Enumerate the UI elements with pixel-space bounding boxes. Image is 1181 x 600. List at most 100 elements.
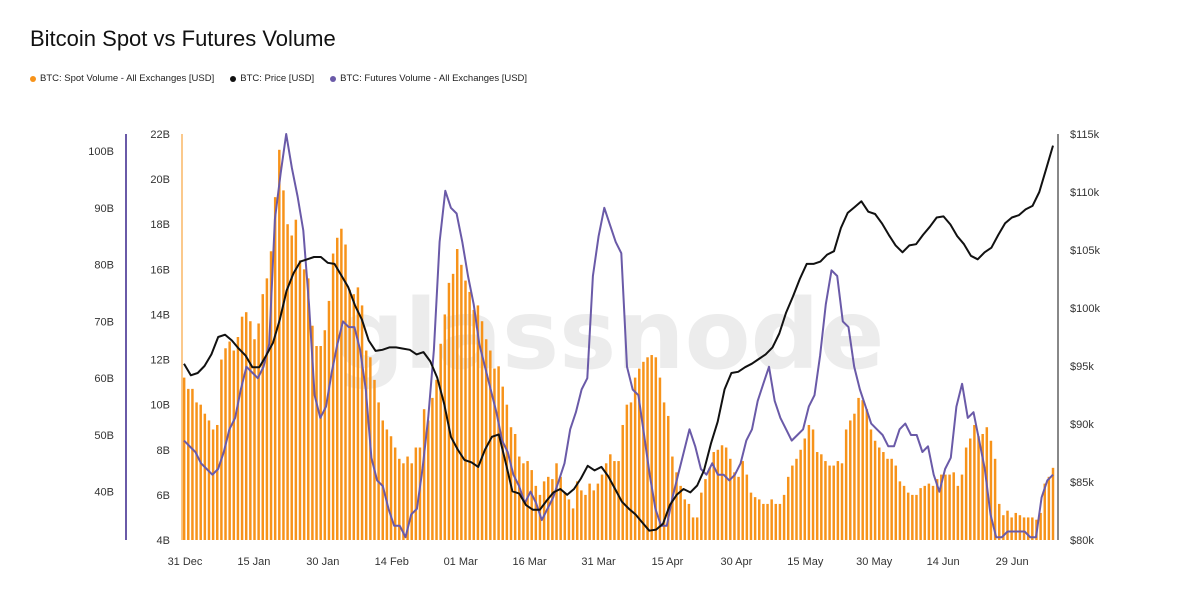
spot-bar	[393, 447, 397, 540]
spot-bar	[571, 508, 575, 540]
spot-bar	[911, 494, 914, 540]
spot-bar	[381, 420, 384, 540]
spot-bar	[882, 452, 885, 540]
legend-item-price[interactable]: BTC: Price [USD]	[230, 73, 314, 84]
spot-bar	[815, 452, 819, 540]
spot-bar	[220, 359, 223, 540]
spot-bar	[468, 291, 471, 540]
spot-bar	[1051, 467, 1055, 540]
futures-axis-tick: 50B	[94, 430, 114, 442]
spot-bar	[915, 494, 918, 540]
spot-bar	[1018, 515, 1022, 540]
spot-bar	[919, 488, 922, 540]
spot-bar	[195, 402, 198, 540]
spot-bar	[331, 253, 335, 541]
spot-bar	[927, 483, 931, 540]
spot-bar	[666, 415, 670, 540]
spot-bar	[642, 361, 645, 540]
spot-bar	[886, 458, 889, 540]
spot-bar	[849, 420, 852, 540]
price-axis-tick: $105k	[1070, 245, 1100, 257]
legend-dot-spot-icon	[30, 75, 36, 82]
spot-bar	[981, 433, 984, 540]
spot-bar	[712, 452, 715, 540]
spot-bar	[658, 377, 662, 540]
x-axis-tick: 31 Dec	[168, 556, 203, 568]
spot-bar	[497, 366, 500, 540]
price-axis-tick: $80k	[1070, 535, 1094, 547]
spot-bar	[935, 479, 939, 540]
spot-bar	[518, 456, 521, 540]
spot-bar	[480, 321, 484, 540]
spot-bar	[476, 305, 480, 540]
spot-bar	[906, 492, 910, 540]
spot-bar	[894, 465, 898, 540]
spot-bar	[596, 483, 600, 540]
legend-item-futures[interactable]: BTC: Futures Volume - All Exchanges [USD…	[330, 73, 527, 84]
spot-bar	[617, 461, 620, 540]
spot-bar	[282, 190, 285, 540]
spot-bar	[989, 440, 993, 540]
spot-bar	[191, 388, 194, 540]
legend-item-spot[interactable]: BTC: Spot Volume - All Exchanges [USD]	[30, 73, 214, 84]
spot-bar	[1006, 510, 1009, 540]
spot-bar	[890, 458, 893, 540]
spot-bar	[298, 260, 302, 540]
spot-axis-tick: 10B	[150, 400, 170, 412]
spot-bar	[211, 429, 215, 540]
spot-bar	[294, 219, 298, 540]
spot-bar	[575, 481, 579, 540]
spot-bar	[501, 386, 504, 540]
spot-bar	[774, 503, 778, 540]
spot-bar	[613, 461, 616, 540]
spot-bar	[836, 461, 840, 540]
spot-bar	[406, 456, 409, 540]
spot-bar	[960, 474, 964, 540]
spot-bar	[853, 413, 856, 540]
spot-bar	[691, 517, 695, 540]
spot-bar	[414, 447, 418, 540]
spot-bar	[662, 402, 666, 540]
spot-bar	[336, 237, 339, 540]
spot-bar	[319, 346, 322, 540]
futures-axis-tick: 60B	[94, 373, 114, 385]
spot-bar	[828, 465, 831, 540]
spot-bar	[1022, 517, 1026, 540]
spot-bar	[505, 404, 509, 540]
spot-bar	[269, 251, 273, 541]
spot-bar	[410, 463, 413, 540]
spot-bar	[307, 278, 310, 540]
spot-bar	[770, 499, 773, 540]
price-axis-tick: $90k	[1070, 419, 1094, 431]
spot-bar	[244, 312, 248, 540]
axes: 4B 6B 8B 10B 12B 14B 16B 18B 20B 22B 40B 50B 60B 70B 8…	[88, 129, 1100, 568]
spot-bar	[940, 474, 943, 540]
x-axis-tick: 29 Jun	[996, 556, 1029, 568]
spot-bar	[923, 485, 926, 540]
spot-bar	[758, 499, 761, 540]
spot-bar	[704, 479, 707, 540]
spot-bar	[724, 447, 728, 540]
spot-bar	[534, 485, 538, 540]
spot-bar	[464, 280, 467, 540]
spot-bar	[1010, 517, 1013, 540]
spot-bar	[931, 485, 935, 540]
spot-bar	[952, 472, 955, 540]
spot-axis-tick: 12B	[150, 355, 170, 367]
spot-bar	[679, 485, 682, 540]
spot-bar	[944, 474, 947, 540]
spot-bar	[472, 309, 476, 540]
spot-bar	[360, 305, 364, 540]
spot-bar	[844, 429, 848, 540]
x-axis-tick: 14 Jun	[927, 556, 960, 568]
spot-bar	[820, 454, 823, 540]
spot-bar	[733, 472, 736, 540]
spot-bar	[232, 350, 236, 540]
spot-bar	[228, 341, 231, 540]
spot-bar	[249, 321, 252, 540]
price-axis-tick: $100k	[1070, 303, 1100, 315]
spot-bar	[638, 368, 641, 540]
spot-axis-tick: 8B	[157, 445, 170, 457]
price-axis-tick: $110k	[1070, 187, 1100, 199]
futures-axis-tick: 40B	[94, 487, 114, 499]
